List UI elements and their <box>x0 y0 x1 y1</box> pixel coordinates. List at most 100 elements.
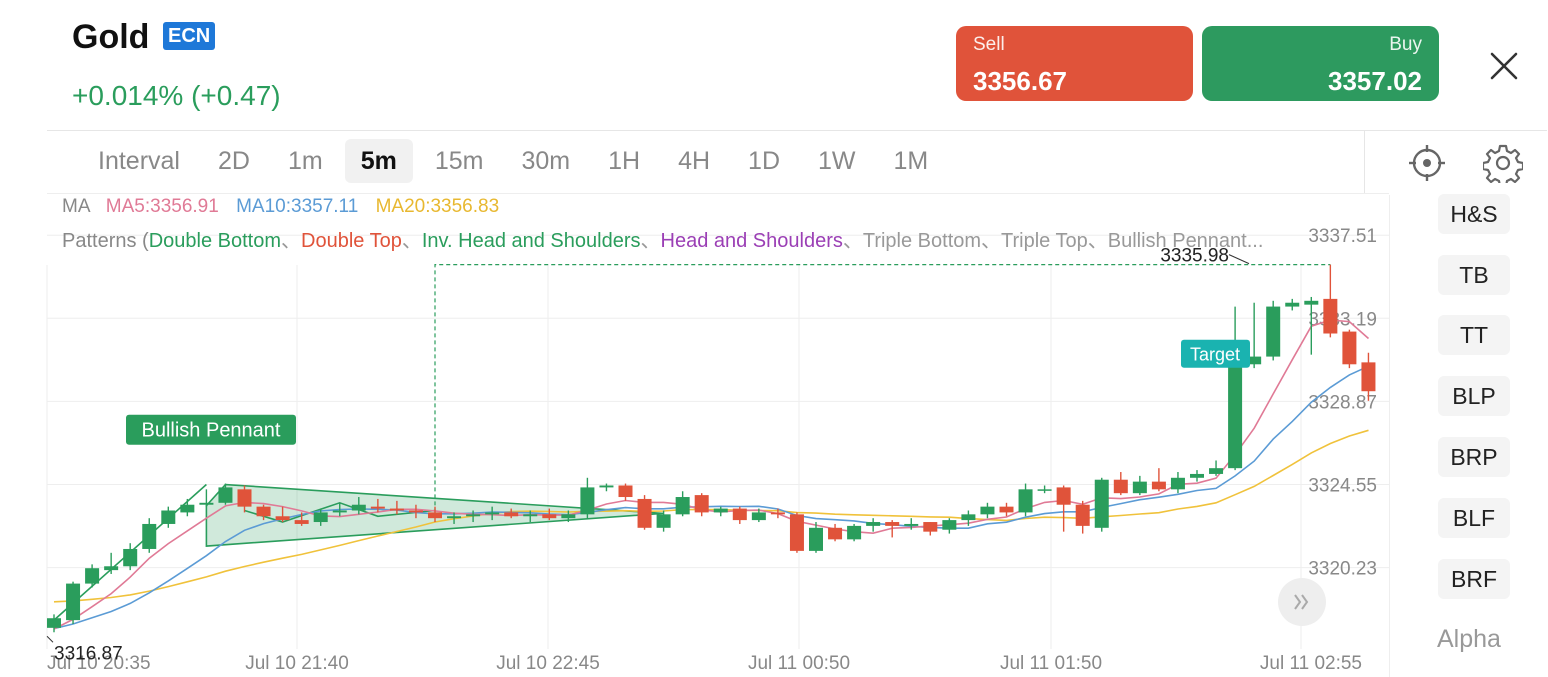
candle-body <box>1170 477 1185 490</box>
candle-body <box>694 495 709 513</box>
pattern-button-brf[interactable]: BRF <box>1438 559 1510 599</box>
sell-label: Sell <box>973 34 1005 55</box>
x-tick-label: Jul 10 20:35 <box>47 653 151 674</box>
candle-body <box>809 527 823 551</box>
interval-tab-1h[interactable]: 1H <box>608 147 641 175</box>
pattern-label-box <box>126 414 296 445</box>
pattern-item: 、 <box>640 230 661 252</box>
candle-body <box>751 512 766 521</box>
candle-body <box>1323 298 1338 334</box>
pattern-button-tb[interactable]: TB <box>1438 255 1510 295</box>
candle-body <box>523 514 538 517</box>
ma-legend: MA MA5:3356.91 MA10:3357.11 MA20:3356.83 <box>62 196 499 218</box>
interval-tab-4h[interactable]: 4H <box>678 147 711 175</box>
y-tick-label: 3337.51 <box>1308 226 1377 247</box>
candle-body <box>599 485 614 488</box>
patterns-legend[interactable]: Patterns (Double Bottom、Double Top、Inv. … <box>62 224 1390 253</box>
pattern-button-tt[interactable]: TT <box>1438 315 1510 355</box>
pattern-item: 、Triple Bottom、Triple Top、Bullish Pennan… <box>842 230 1264 252</box>
crosshair-target-icon[interactable] <box>1408 144 1446 182</box>
interval-bar: Interval 2D 1m 5m 15m 30m 1H 4H 1D 1W 1M <box>82 139 950 183</box>
ma5-line <box>53 319 1370 630</box>
y-tick-label: 3324.55 <box>1308 476 1377 497</box>
candle-body <box>1285 302 1300 307</box>
price-change: +0.014% (+0.47) <box>72 80 281 111</box>
low-price-label: 3316.87 <box>54 643 123 664</box>
symbol-title: Gold <box>72 18 150 56</box>
candle-body <box>1094 479 1109 528</box>
candle-body <box>66 583 81 621</box>
ma10-value: MA10:3357.11 <box>236 196 359 217</box>
pattern-item: Double Bottom <box>148 230 281 252</box>
high-pointer-line <box>1228 254 1250 265</box>
sell-price: 3356.67 <box>973 66 1067 96</box>
candle-body <box>1018 489 1033 513</box>
target-label: Target <box>1190 345 1240 365</box>
pattern-side-panel <box>1389 195 1548 677</box>
candle-body <box>980 506 995 515</box>
candle-body <box>1209 468 1224 474</box>
candle-body <box>1056 487 1071 505</box>
gear-icon[interactable] <box>1483 143 1523 183</box>
pattern-item: Head and Shoulders <box>660 230 843 252</box>
candle-body <box>713 508 728 513</box>
pattern-button-blp[interactable]: BLP <box>1438 376 1510 416</box>
candle-body <box>847 525 862 540</box>
pattern-item: 、 <box>281 230 301 252</box>
interval-tab-1m[interactable]: 1m <box>287 147 323 175</box>
candle-body <box>1113 479 1128 494</box>
candle-body <box>1228 364 1243 469</box>
interval-tab-5m[interactable]: 5m <box>344 139 413 183</box>
candle-body <box>466 514 481 517</box>
close-icon[interactable] <box>1484 46 1524 86</box>
candle-body <box>1342 331 1357 365</box>
candle-body <box>237 489 252 507</box>
candle-body <box>961 514 976 521</box>
target-dashed-line <box>434 264 1331 513</box>
candle-body <box>370 506 385 509</box>
candle-body <box>866 522 881 526</box>
candle-body <box>313 512 328 523</box>
interval-tab-30m[interactable]: 30m <box>521 147 571 175</box>
y-tick-label: 3333.19 <box>1308 309 1377 330</box>
pattern-button-blf[interactable]: BLF <box>1438 498 1510 538</box>
interval-tab-2d[interactable]: 2D <box>217 147 250 175</box>
candle-body <box>1151 481 1166 490</box>
alpha-label[interactable]: Alpha <box>1437 625 1501 653</box>
pattern-button-brp[interactable]: BRP <box>1438 437 1510 477</box>
y-tick-label: 3328.87 <box>1308 392 1377 413</box>
candle-body <box>732 508 747 521</box>
toolbar-divider <box>47 130 1547 131</box>
candle-body <box>942 520 957 530</box>
x-tick-label: Jul 11 00:50 <box>748 653 850 674</box>
interval-tab-1w[interactable]: 1W <box>818 147 856 175</box>
candle-body <box>1075 504 1090 526</box>
patterns-prefix: Patterns ( <box>62 230 149 252</box>
pattern-button-hands[interactable]: H&S <box>1438 194 1510 234</box>
pattern-label: Bullish Pennant <box>142 420 281 442</box>
candle-body <box>218 487 233 503</box>
ma5-value: MA5:3356.91 <box>105 196 219 217</box>
x-tick-label: Jul 10 22:45 <box>496 653 600 674</box>
interval-tab-15m[interactable]: 15m <box>434 147 484 175</box>
candle-body <box>332 510 347 513</box>
toolbar-bottom-divider <box>47 193 1389 194</box>
candle-body <box>1190 473 1204 478</box>
patterns-list: Double Bottom、Double Top、Inv. Head and S… <box>149 230 1264 252</box>
scroll-latest-button[interactable] <box>1278 578 1326 626</box>
y-tick-label: 3320.23 <box>1308 559 1377 580</box>
candle-body <box>828 527 843 540</box>
interval-tab-1m[interactable]: 1M <box>893 147 929 175</box>
candle-body <box>904 523 919 526</box>
candle-body <box>1247 356 1262 365</box>
candlestick-chart[interactable]: 3337.51 3333.19 3328.87 3324.55 3320.23 Jul 1… <box>0 195 1389 677</box>
sell-button[interactable]: Sell 3356.67 <box>956 26 1193 101</box>
chevron-right-icon <box>1301 594 1309 610</box>
candle-body <box>275 516 290 521</box>
buy-button[interactable]: Buy 3357.02 <box>1202 26 1439 101</box>
candle-body <box>408 510 423 513</box>
interval-tab-1d[interactable]: 1D <box>748 147 781 175</box>
candle-body <box>923 522 938 532</box>
candle-body <box>485 512 500 515</box>
candle-body <box>351 504 366 511</box>
